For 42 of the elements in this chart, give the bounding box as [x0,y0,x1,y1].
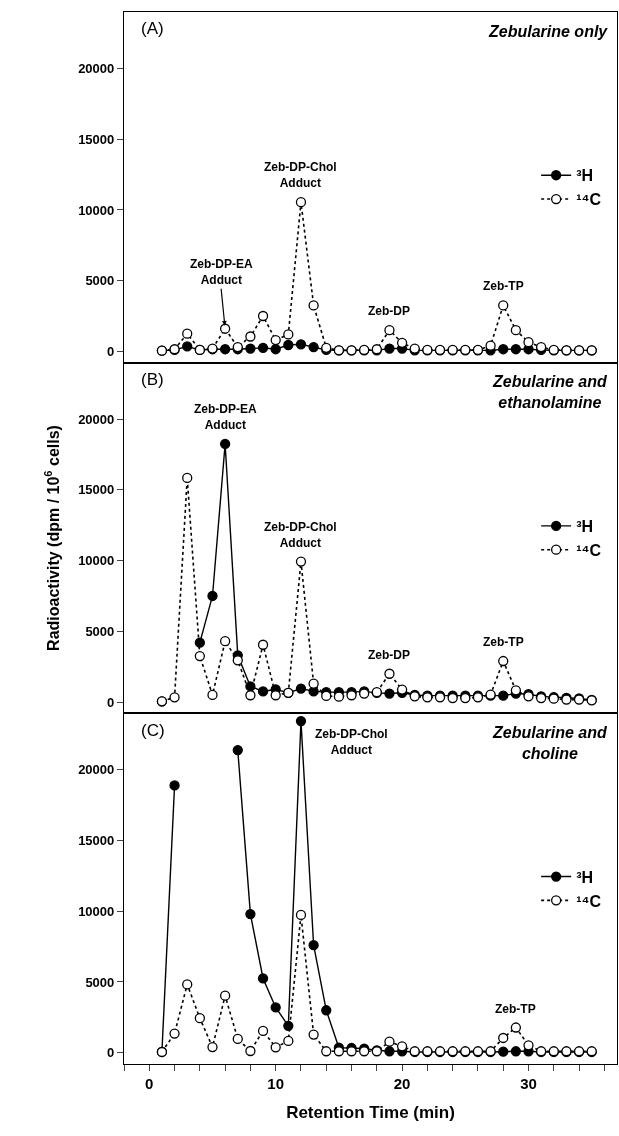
annotation: Zeb-DP-Chol Adduct [264,160,337,190]
text: Zebularine and choline [492,724,609,762]
text: Zebularine only [488,23,609,40]
x-tick-label: 30 [520,1075,537,1093]
y-tick-label: 15000 [78,482,115,498]
legend-label: ³H [576,518,594,536]
x-axis-title: Retention Time (min) [286,1103,455,1123]
legend-label: ¹⁴C [576,541,602,559]
chart-title: (A) [141,19,164,38]
legend-label: ¹⁴C [576,892,602,910]
annotation: Zeb-DP-Chol Adduct [315,727,388,757]
annotation: Zeb-DP-Chol Adduct [264,520,337,550]
y-tick-label: 0 [107,343,115,359]
y-tick-label: 0 [107,694,115,710]
annotation: Zeb-TP [483,635,524,649]
annotation: Zeb-TP [483,279,524,293]
annotation: Zeb-TP [495,1002,536,1016]
y-tick-label: 10000 [78,903,115,919]
legend-label: ³H [576,868,594,886]
y-tick-label: 15000 [78,131,115,147]
y-tick-label: 15000 [78,833,115,849]
y-tick-label: 10000 [78,553,115,569]
x-tick-label: 0 [145,1075,154,1093]
y-tick-label: 20000 [78,411,115,427]
annotation: Zeb-DP-EA Adduct [194,402,257,432]
y-tick-label: 20000 [78,61,115,77]
legend-label: ³H [576,167,594,185]
legend-label: ¹⁴C [576,191,602,209]
y-tick-label: 5000 [85,273,115,289]
annotation: Zeb-DP [368,648,410,662]
y-tick-label: 10000 [78,202,115,218]
x-tick-label: 20 [393,1075,411,1093]
text: Zebularine and ethanolamine [492,373,609,411]
x-tick-label: 10 [267,1075,285,1093]
annotation: Zeb-DP-EA Adduct [190,257,253,287]
y-tick-label: 20000 [78,762,115,778]
text: (C) [141,721,165,740]
chart-title: (B) [141,370,164,389]
y-tick-label: 0 [107,1045,115,1061]
annotation: Zeb-DP [368,304,410,318]
y-tick-label: 5000 [85,974,115,990]
y-tick-label: 5000 [85,623,115,639]
